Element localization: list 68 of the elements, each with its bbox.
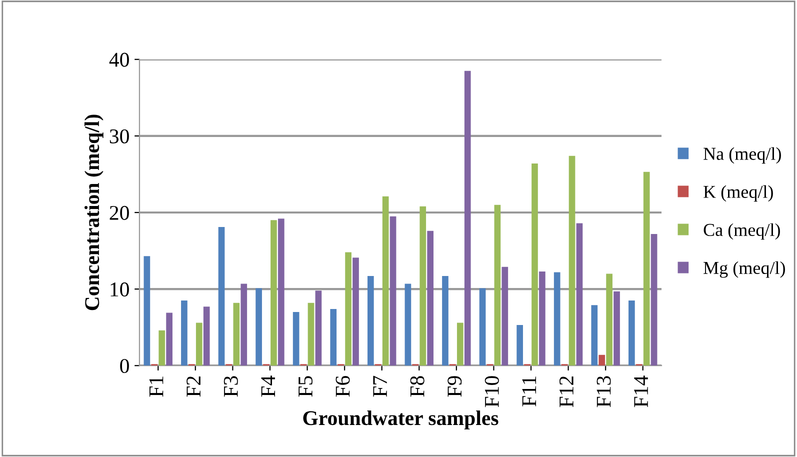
legend-label: Ca (meq/l) — [704, 223, 780, 240]
bar — [576, 223, 583, 366]
bar — [568, 156, 576, 366]
x-tick-label: F10 — [484, 376, 499, 408]
x-tick-label: F7 — [373, 376, 387, 397]
y-axis-title: Concentration (meq/l) — [84, 114, 104, 310]
x-tick-label: F2 — [186, 376, 200, 397]
legend-label: K (meq/l) — [704, 185, 773, 202]
bar — [158, 330, 166, 366]
x-tick-label: F8 — [410, 376, 424, 397]
bar — [643, 172, 650, 366]
bar — [256, 288, 262, 366]
bar — [456, 322, 464, 366]
x-tick-label: F5 — [298, 376, 312, 397]
bar — [494, 204, 501, 366]
legend-label: Mg (meq/l) — [704, 261, 785, 278]
y-tick-label: 30 — [110, 129, 129, 144]
x-tick-label: F3 — [224, 376, 238, 397]
x-tick-label: F14 — [634, 376, 648, 408]
bar — [181, 300, 188, 366]
x-tick-label: F13 — [596, 376, 611, 408]
x-tick-label: F11 — [522, 376, 536, 406]
bar — [502, 266, 508, 366]
y-tick-label: 40 — [109, 52, 129, 67]
bar — [591, 305, 598, 366]
bar — [598, 354, 606, 366]
legend-label: Na (meq/l) — [704, 147, 781, 164]
bar — [278, 218, 284, 366]
bar — [352, 258, 359, 366]
bar — [218, 227, 225, 366]
bar — [554, 272, 560, 366]
x-tick-label: F6 — [336, 376, 350, 397]
bar — [390, 216, 396, 366]
bar — [382, 196, 389, 366]
bar — [516, 325, 523, 366]
x-tick-label: F1 — [149, 376, 164, 397]
bar — [233, 302, 240, 366]
bar — [330, 308, 337, 366]
bar — [270, 220, 277, 366]
bar — [308, 302, 314, 366]
bar — [614, 291, 620, 366]
y-tick-label: 10 — [110, 282, 129, 296]
bar — [442, 276, 448, 366]
bar — [650, 234, 658, 366]
x-tick-label: F9 — [448, 376, 462, 397]
bar — [166, 312, 172, 366]
bar — [196, 322, 202, 366]
bar — [628, 300, 635, 366]
bar — [345, 252, 352, 366]
bar — [464, 70, 471, 366]
bar — [420, 206, 426, 366]
x-tick-label: F4 — [261, 376, 275, 397]
bar — [315, 290, 322, 366]
bar — [532, 164, 538, 366]
bar — [404, 284, 412, 366]
bar — [367, 276, 374, 366]
bar — [144, 256, 150, 366]
bar — [606, 274, 612, 366]
y-tick-label: 0 — [120, 358, 129, 374]
x-tick-label: F12 — [560, 376, 574, 408]
bar — [292, 312, 300, 366]
y-tick-label: 20 — [110, 206, 129, 220]
bar — [427, 230, 434, 366]
bar — [539, 271, 546, 366]
x-axis-title: Groundwater samples — [303, 410, 498, 430]
bar — [240, 284, 248, 366]
bar — [203, 306, 210, 366]
bar — [479, 288, 486, 366]
